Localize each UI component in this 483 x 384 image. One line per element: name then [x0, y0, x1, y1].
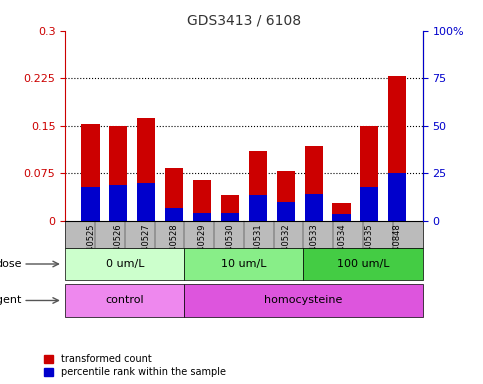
- Bar: [193, 213, 211, 221]
- Text: 10 um/L: 10 um/L: [221, 259, 267, 269]
- Bar: [332, 203, 351, 221]
- Legend: transformed count, percentile rank within the sample: transformed count, percentile rank withi…: [43, 354, 226, 377]
- Text: 100 um/L: 100 um/L: [337, 259, 389, 269]
- Bar: [109, 126, 128, 221]
- Bar: [165, 168, 183, 221]
- Text: control: control: [105, 295, 144, 306]
- Bar: [332, 214, 351, 221]
- Bar: [82, 187, 99, 221]
- Text: 0 um/L: 0 um/L: [105, 259, 144, 269]
- Text: agent: agent: [0, 295, 22, 306]
- Bar: [305, 146, 323, 221]
- Bar: [388, 76, 406, 221]
- Bar: [388, 173, 406, 221]
- Bar: [82, 124, 99, 221]
- Bar: [193, 180, 211, 221]
- Bar: [109, 185, 128, 221]
- Bar: [165, 208, 183, 221]
- Bar: [249, 195, 267, 221]
- Text: dose: dose: [0, 259, 22, 269]
- Text: homocysteine: homocysteine: [264, 295, 342, 306]
- Bar: [305, 194, 323, 221]
- Bar: [360, 126, 379, 221]
- Bar: [137, 118, 156, 221]
- Bar: [249, 151, 267, 221]
- Bar: [360, 187, 379, 221]
- Bar: [221, 195, 239, 221]
- Bar: [137, 183, 156, 221]
- Bar: [277, 171, 295, 221]
- Text: GDS3413 / 6108: GDS3413 / 6108: [187, 13, 301, 27]
- Bar: [277, 202, 295, 221]
- Bar: [221, 213, 239, 221]
